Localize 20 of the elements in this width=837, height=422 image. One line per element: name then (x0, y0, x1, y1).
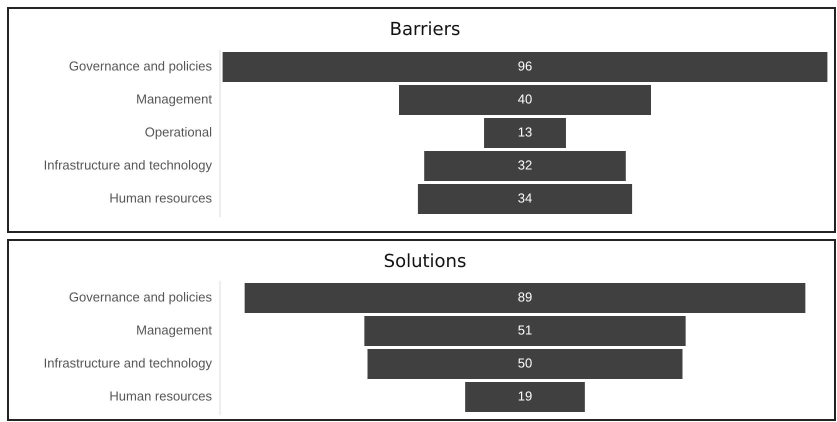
category-label: Operational (144, 124, 212, 140)
data-label: 50 (518, 355, 532, 370)
data-label: 51 (518, 322, 532, 338)
data-label: 13 (518, 124, 532, 140)
data-label: 40 (518, 91, 532, 106)
category-label: Human resources (109, 190, 212, 206)
category-label: Human resources (109, 388, 212, 404)
data-label: 89 (518, 289, 532, 304)
category-label: Governance and policies (68, 58, 212, 74)
category-label: Governance and policies (68, 289, 212, 304)
category-label: Management (136, 91, 212, 106)
category-label: Infrastructure and technology (44, 157, 212, 172)
category-label: Management (136, 322, 212, 338)
data-label: 32 (518, 157, 532, 172)
text: Solutions (384, 251, 466, 272)
data-label: 19 (518, 388, 532, 404)
category-label: Infrastructure and technology (44, 355, 212, 370)
data-label: 96 (518, 58, 532, 74)
data-label: 34 (518, 190, 532, 206)
text: Barriers (390, 19, 460, 40)
